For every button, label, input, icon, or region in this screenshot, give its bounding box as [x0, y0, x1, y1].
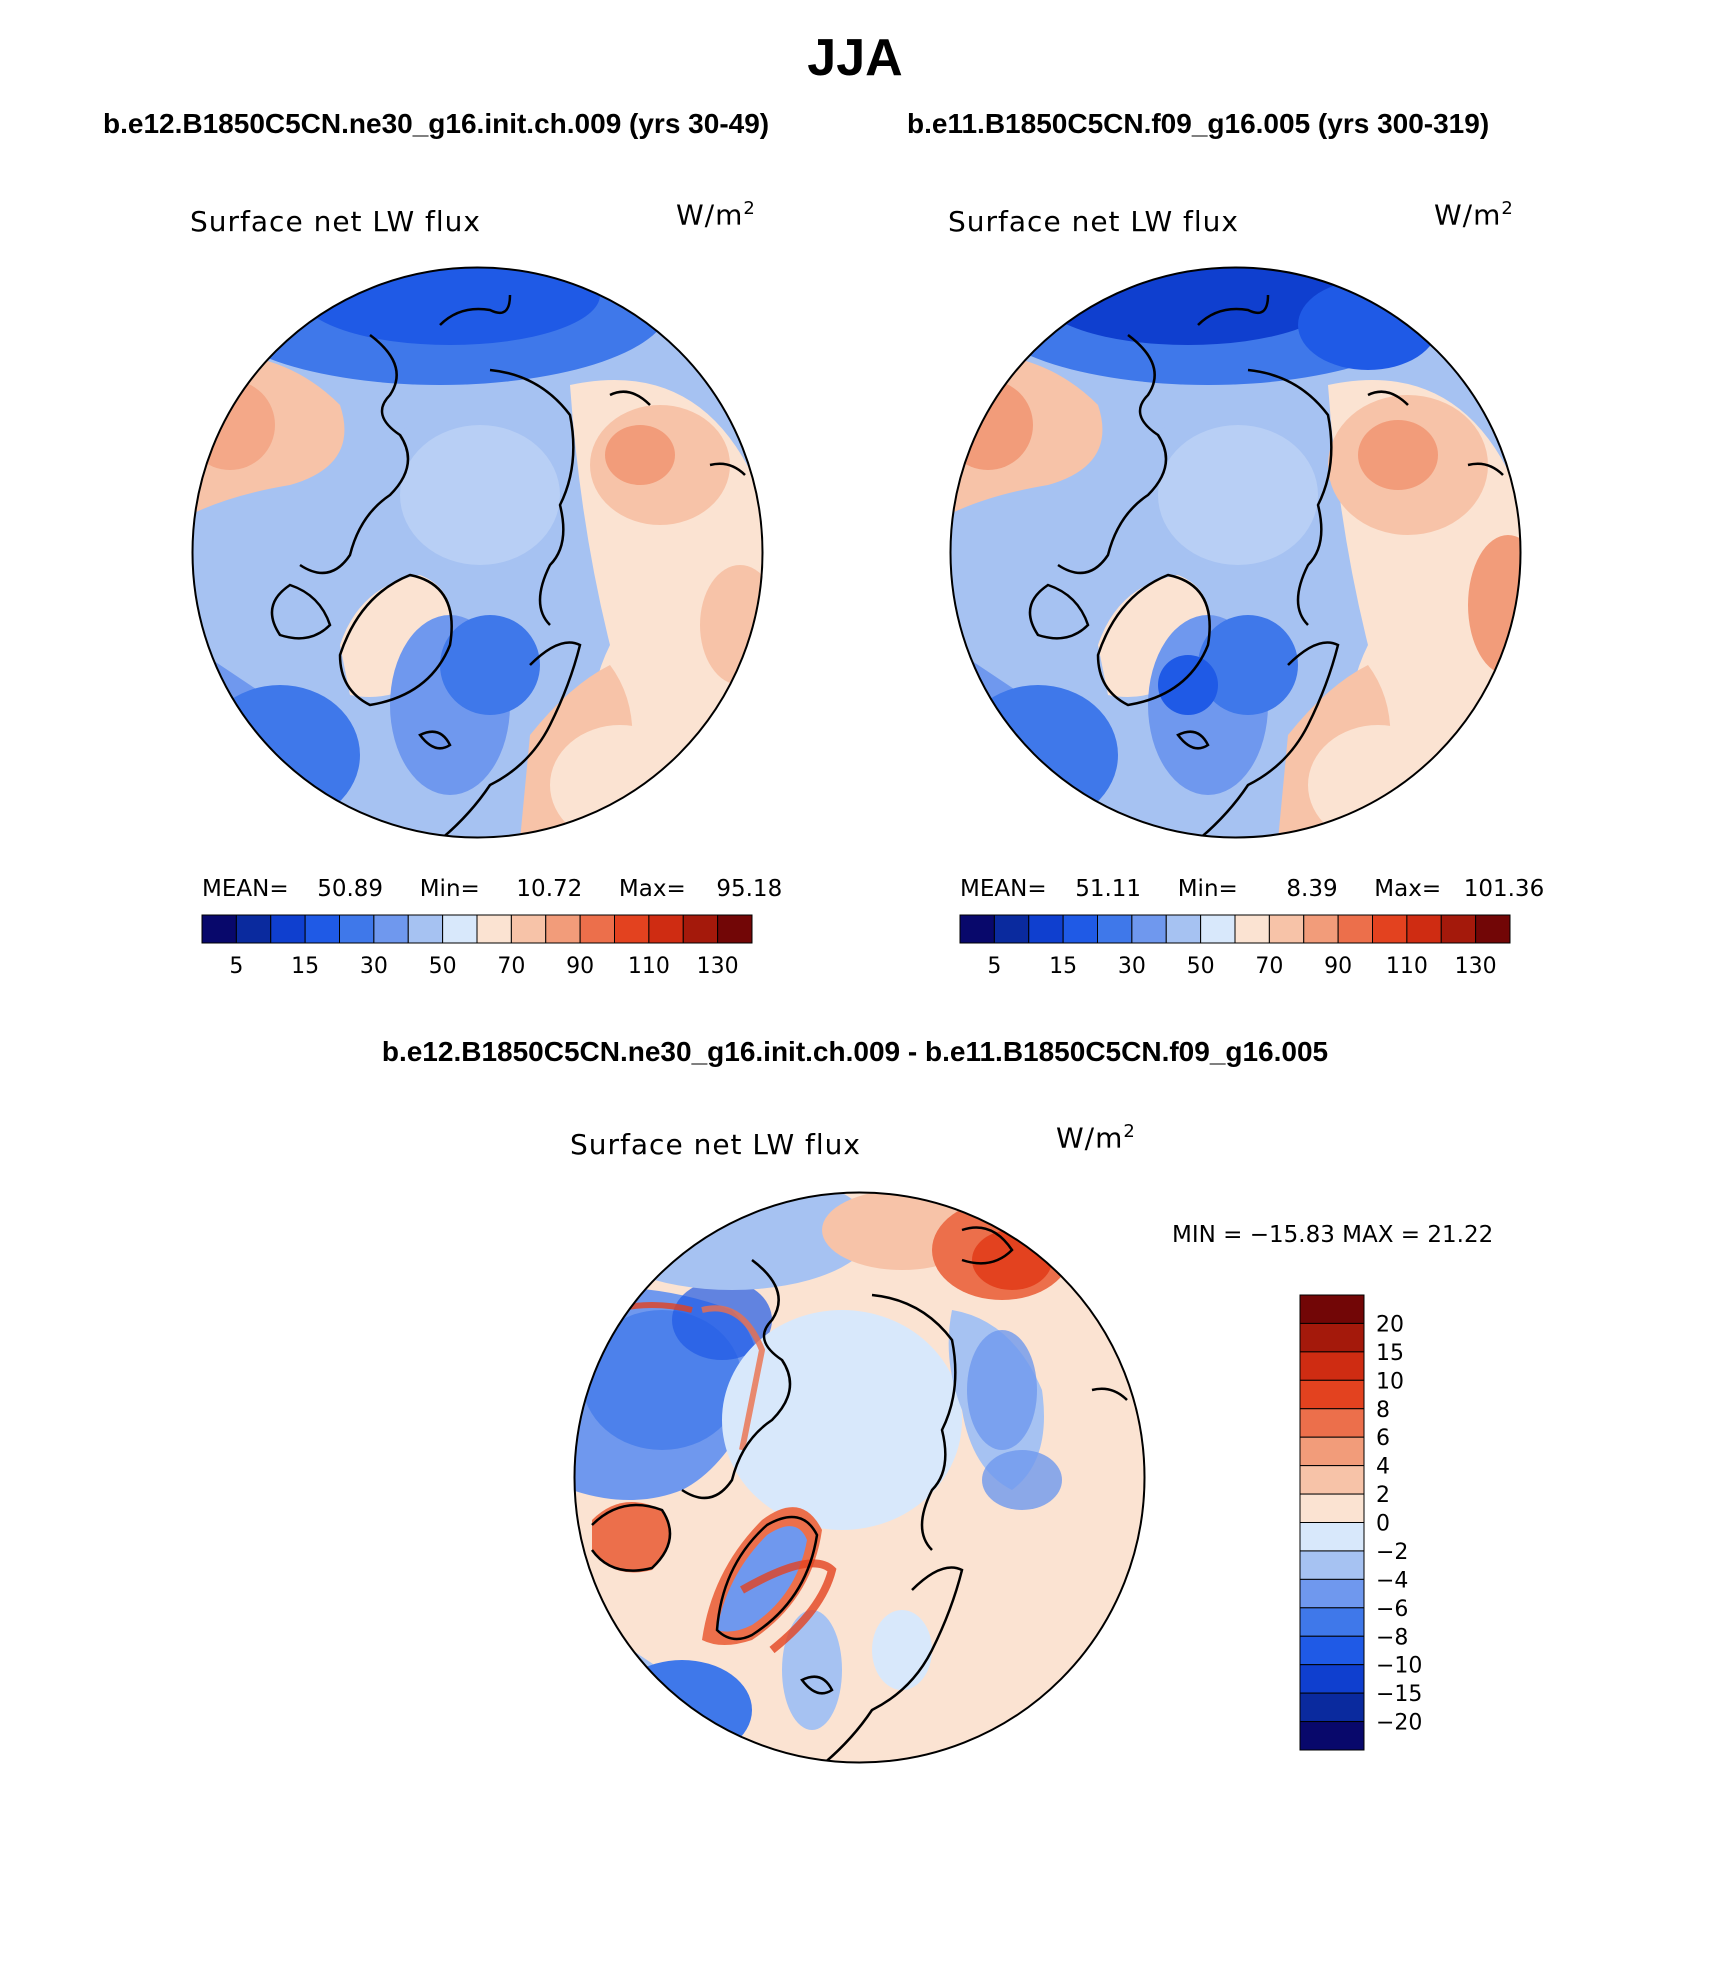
panel-2-polar-map: [949, 266, 1522, 839]
difference-colorbar-swatch: [1299, 1322, 1365, 1353]
panel-1-colorbar-tick-label: 110: [628, 954, 670, 979]
panel-2-colorbar-swatch: [1165, 914, 1202, 944]
panel-1-colorbar-swatch: [717, 914, 753, 944]
difference-colorbar-swatch: [1299, 1379, 1365, 1410]
panel-2-colorbar-swatch: [1268, 914, 1305, 944]
panel-1-case-title: b.e12.B1850C5CN.ne30_g16.init.ch.009 (yr…: [103, 108, 770, 139]
difference-colorbar-tick-label: −8: [1376, 1625, 1408, 1650]
difference-colorbar-swatch: [1299, 1635, 1365, 1666]
panel-1-stats: MEAN= 50.89 Min= 10.72 Max= 95.18: [202, 876, 783, 902]
panel-1-colorbar-tick-label: 50: [429, 954, 457, 979]
panel-2-units: W/m2: [1434, 198, 1514, 232]
panel-1-units: W/m2: [676, 198, 756, 232]
difference-units: W/m2: [1056, 1121, 1136, 1155]
difference-colorbar-swatch: [1299, 1522, 1365, 1552]
panel-1-colorbar-tick-label: 5: [229, 954, 243, 979]
panel-1-colorbar-swatch: [304, 914, 340, 944]
difference-colorbar-tick-label: 20: [1376, 1312, 1404, 1337]
panel-2-colorbar: 5 15 30 50 70 90 110 130: [959, 914, 1511, 979]
panel-1-colorbar-swatch: [648, 914, 684, 944]
panel-1-colorbar-swatch: [510, 914, 547, 944]
difference-variable-label: Surface net LW flux: [570, 1128, 861, 1161]
panel-2-case-title: b.e11.B1850C5CN.f09_g16.005 (yrs 300-319…: [907, 108, 1490, 139]
difference-colorbar-swatch: [1299, 1436, 1365, 1467]
panel-2-colorbar-swatch: [1234, 914, 1270, 944]
panel-2-colorbar-tick-label: 30: [1118, 954, 1146, 979]
difference-colorbar-tick-label: −20: [1376, 1711, 1422, 1736]
panel-2-colorbar-swatch: [959, 914, 995, 944]
panel-2-stats: MEAN= 51.11 Min= 8.39 Max= 101.36: [960, 876, 1545, 902]
panel-1-colorbar-swatch: [201, 914, 237, 944]
difference-colorbar-tick-label: −4: [1376, 1568, 1408, 1593]
panel-1-colorbar-tick-label: 15: [291, 954, 319, 979]
difference-colorbar-swatch: [1299, 1493, 1365, 1523]
panel-2-colorbar-swatch: [993, 914, 1030, 944]
panel-2-colorbar-swatch: [1440, 914, 1477, 944]
difference-colorbar-tick-label: −15: [1376, 1682, 1422, 1707]
panel-2-colorbar-tick-label: 70: [1255, 954, 1283, 979]
panel-2-colorbar-tick-label: 5: [987, 954, 1001, 979]
page-title: JJA: [807, 29, 903, 87]
panel-1-colorbar-swatch: [373, 914, 409, 944]
panel-1-colorbar-swatch: [235, 914, 272, 944]
panel-1-variable-label: Surface net LW flux: [190, 205, 481, 238]
difference-colorbar-tick-label: 2: [1376, 1483, 1390, 1508]
difference-title: b.e12.B1850C5CN.ne30_g16.init.ch.009 - b…: [381, 1036, 1329, 1067]
panel-2-colorbar-swatch: [1028, 914, 1064, 944]
difference-colorbar-tick-label: 8: [1376, 1398, 1390, 1423]
difference-colorbar-tick-label: 15: [1376, 1341, 1404, 1366]
difference-colorbar-swatch: [1299, 1664, 1365, 1694]
panel-2-colorbar-swatch: [1372, 914, 1408, 944]
difference-colorbar-tick-label: −10: [1376, 1654, 1422, 1679]
panel-1-colorbar-swatch: [407, 914, 444, 944]
panel-2-colorbar-swatch: [1200, 914, 1236, 944]
panel-1-colorbar-tick-label: 90: [566, 954, 594, 979]
panel-2-colorbar-swatch: [1406, 914, 1442, 944]
panel-2-colorbar-swatch: [1097, 914, 1133, 944]
difference-colorbar-swatch: [1299, 1351, 1365, 1381]
difference-polar-map: [573, 1191, 1146, 1764]
panel-1-colorbar-swatch: [579, 914, 615, 944]
panel-1-colorbar: 5 15 30 50 70 90 110 130: [201, 914, 753, 979]
panel-1-colorbar-swatch: [442, 914, 478, 944]
difference-colorbar-swatch: [1299, 1465, 1365, 1495]
difference-colorbar-swatch: [1299, 1294, 1365, 1324]
panel-1-colorbar-tick-label: 30: [360, 954, 388, 979]
panel-1-colorbar-tick-label: 70: [497, 954, 525, 979]
panel-2-colorbar-tick-label: 90: [1324, 954, 1352, 979]
panel-1-colorbar-swatch: [614, 914, 650, 944]
panel-2-colorbar-swatch: [1337, 914, 1373, 944]
panel-2-colorbar-swatch: [1131, 914, 1167, 944]
panel-1-colorbar-swatch: [545, 914, 581, 944]
difference-minmax: MIN = −15.83 MAX = 21.22: [1172, 1222, 1494, 1248]
panel-2-colorbar-tick-label: 130: [1455, 954, 1497, 979]
panel-2-variable-label: Surface net LW flux: [948, 205, 1239, 238]
difference-colorbar-swatch: [1299, 1692, 1365, 1723]
panel-1-colorbar-swatch: [270, 914, 306, 944]
panel-1-colorbar-swatch: [476, 914, 512, 944]
panel-1-polar-map: [191, 266, 764, 839]
panel-2-colorbar-swatch: [1475, 914, 1511, 944]
difference-colorbar-tick-label: 10: [1376, 1369, 1404, 1394]
panel-1-colorbar-swatch: [682, 914, 719, 944]
difference-colorbar-swatch: [1299, 1607, 1365, 1637]
difference-colorbar-tick-label: 4: [1376, 1455, 1390, 1480]
difference-colorbar-swatch: [1299, 1408, 1365, 1438]
panel-2-colorbar-tick-label: 15: [1049, 954, 1077, 979]
panel-2-colorbar-tick-label: 110: [1386, 954, 1428, 979]
difference-colorbar-swatch: [1299, 1721, 1365, 1751]
difference-colorbar-swatch: [1299, 1578, 1365, 1609]
difference-colorbar-tick-label: 6: [1376, 1426, 1390, 1451]
difference-colorbar-swatch: [1299, 1550, 1365, 1580]
panel-2-colorbar-swatch: [1062, 914, 1098, 944]
panel-1-colorbar-swatch: [339, 914, 375, 944]
difference-colorbar-tick-label: −6: [1376, 1597, 1408, 1622]
difference-colorbar-tick-label: 0: [1376, 1512, 1390, 1537]
panel-1-colorbar-tick-label: 130: [697, 954, 739, 979]
difference-colorbar-tick-label: −2: [1376, 1540, 1408, 1565]
panel-2-colorbar-tick-label: 50: [1187, 954, 1215, 979]
panel-2-colorbar-swatch: [1303, 914, 1339, 944]
